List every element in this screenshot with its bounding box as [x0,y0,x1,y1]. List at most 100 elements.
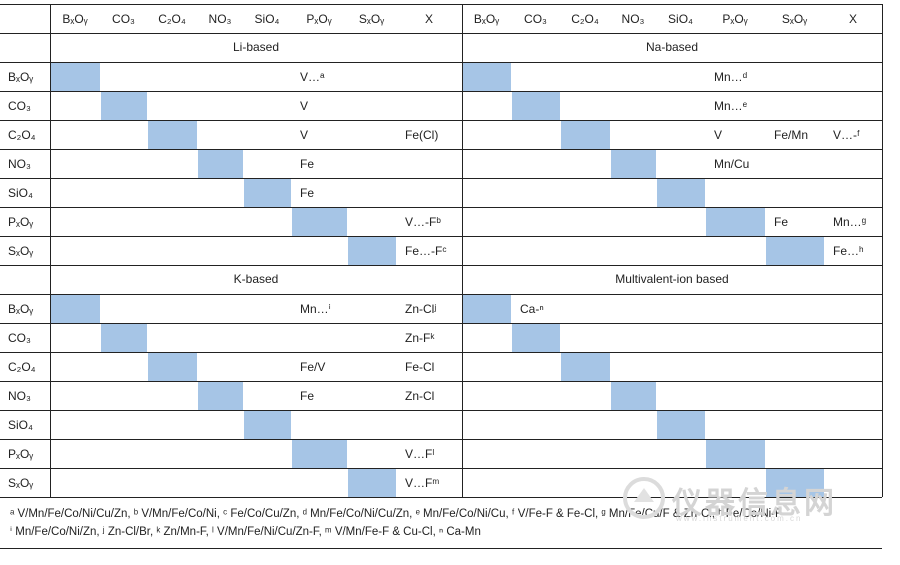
footnote-line-1: ᵃ V/Mn/Fe/Co/Ni/Cu/Zn, ᵇ V/Mn/Fe/Co/Ni, … [10,508,783,520]
row-label-bottom-3: NO₃ [8,389,31,403]
row-label-top-0: BₓOᵧ [8,70,34,84]
row-label-bottom-6: SₓOᵧ [8,476,34,490]
footnote-line-2: ⁱ Mn/Fe/Co/Ni/Zn, ʲ Zn-Cl/Br, ᵏ Zn/Mn-F,… [10,526,481,538]
diagonal-cell-mv-0 [463,295,511,323]
row-label-top-6: SₓOᵧ [8,244,34,258]
h-rule [0,62,882,63]
section-k-title: K-based [233,272,279,286]
column-header-right-2: C₂O₄ [571,12,599,26]
h-rule [0,381,882,382]
cell-mv-r0-co: Ca-ⁿ [520,302,544,316]
diagonal-cell-mv-2 [561,353,610,381]
cell-li-r4-px: Fe [300,186,315,200]
cell-k-r2-x: Fe-Cl [405,360,435,374]
diagonal-cell-k-5 [292,440,347,468]
row-label-bottom-0: BₓOᵧ [8,302,34,316]
column-header-left-4: SiO₄ [254,12,280,26]
row-label-bottom-1: CO₃ [8,331,31,345]
cell-k-r1-x: Zn-Fᵏ [405,331,435,345]
h-rule [0,323,882,324]
diagonal-cell-li-6 [348,237,396,265]
diagonal-cell-li-3 [198,150,243,178]
watermark-url: www.instrument.com.cn [676,514,803,523]
h-rule [0,468,882,469]
cell-k-r5-x: V…Fˡ [405,447,435,461]
row-label-bottom-2: C₂O₄ [8,360,36,374]
h-rule [0,439,882,440]
row-label-top-5: PₓOᵧ [8,215,34,229]
cell-li-r0-px: V…ᵃ [300,70,325,84]
cell-na-r2-sx: Fe/Mn [774,128,809,142]
diagonal-cell-li-1 [101,92,147,120]
watermark-title: 仪器信息网 [672,487,837,520]
diagonal-cell-na-4 [657,179,705,207]
diagonal-cell-li-4 [244,179,291,207]
diagonal-cell-mv-5 [706,440,765,468]
v-rule-left [50,4,51,497]
h-rule [0,410,882,411]
row-label-top-1: CO₃ [8,99,31,113]
diagonal-cell-na-0 [463,63,511,91]
cell-li-r1-px: V [300,99,309,113]
h-rule [0,149,882,150]
cell-li-r2-px: V [300,128,309,142]
h-rule [0,33,882,34]
cell-k-r2-px: Fe/V [300,360,326,374]
h-rule [0,265,882,266]
column-header-left-5: PₓOᵧ [306,12,332,26]
cell-k-r6-x: V…Fᵐ [405,476,440,490]
h-rule [0,294,882,295]
row-label-top-4: SiO₄ [8,186,33,200]
cell-k-r0-x: Zn-Clʲ [405,302,437,316]
diagonal-cell-mv-1 [512,324,560,352]
diagonal-cell-na-3 [611,150,656,178]
diagonal-cell-k-0 [51,295,100,323]
section-li-title: Li-based [232,40,280,54]
row-label-top-2: C₂O₄ [8,128,36,142]
column-header-left-0: BₓOᵧ [62,12,88,26]
column-header-right-6: SₓOᵧ [781,12,808,26]
cell-k-r3-px: Fe [300,389,315,403]
cell-na-r3-px: Mn/Cu [714,157,750,171]
column-header-left-2: C₂O₄ [158,12,186,26]
column-header-left-6: SₓOᵧ [358,12,385,26]
h-rule [0,352,882,353]
cell-li-r3-px: Fe [300,157,315,171]
h-rule [0,497,882,498]
h-rule [0,236,882,237]
cell-na-r2-x: V…-ᶠ [833,128,860,142]
v-rule-middle [462,4,463,497]
cell-li-r2-x: Fe(Cl) [405,128,439,142]
diagonal-cell-mv-3 [611,382,656,410]
cell-na-r5-x: Mn…ᵍ [833,215,867,229]
h-rule [0,91,882,92]
column-header-right-1: CO₃ [524,12,547,26]
column-header-right-7: X [848,12,857,26]
cell-k-r3-x: Zn-Cl [405,389,435,403]
cell-k-r0-px: Mn…ⁱ [300,302,331,316]
column-header-right-5: PₓOᵧ [722,12,748,26]
cell-na-r6-x: Fe…ʰ [833,244,864,258]
diagonal-cell-k-2 [148,353,197,381]
diagonal-cell-na-2 [561,121,610,149]
row-label-bottom-4: SiO₄ [8,418,33,432]
cell-li-r5-x: V…-Fᵇ [405,215,441,229]
h-rule [0,178,882,179]
h-rule [0,207,882,208]
diagonal-cell-na-5 [706,208,765,236]
diagonal-cell-k-4 [244,411,291,439]
column-header-left-7: X [424,12,433,26]
column-header-left-3: NO₃ [208,12,232,26]
diagonal-cell-k-6 [348,469,396,497]
cell-na-r5-sx: Fe [774,215,789,229]
column-header-right-3: NO₃ [621,12,645,26]
section-mv-title: Multivalent-ion based [615,272,729,286]
cell-li-r6-x: Fe…-Fᶜ [405,244,447,258]
h-rule [0,548,882,549]
v-rule-right [882,4,883,497]
h-rule [0,120,882,121]
row-label-top-3: NO₃ [8,157,31,171]
diagonal-cell-k-1 [101,324,147,352]
diagonal-cell-li-5 [292,208,347,236]
column-header-right-4: SiO₄ [668,12,693,26]
